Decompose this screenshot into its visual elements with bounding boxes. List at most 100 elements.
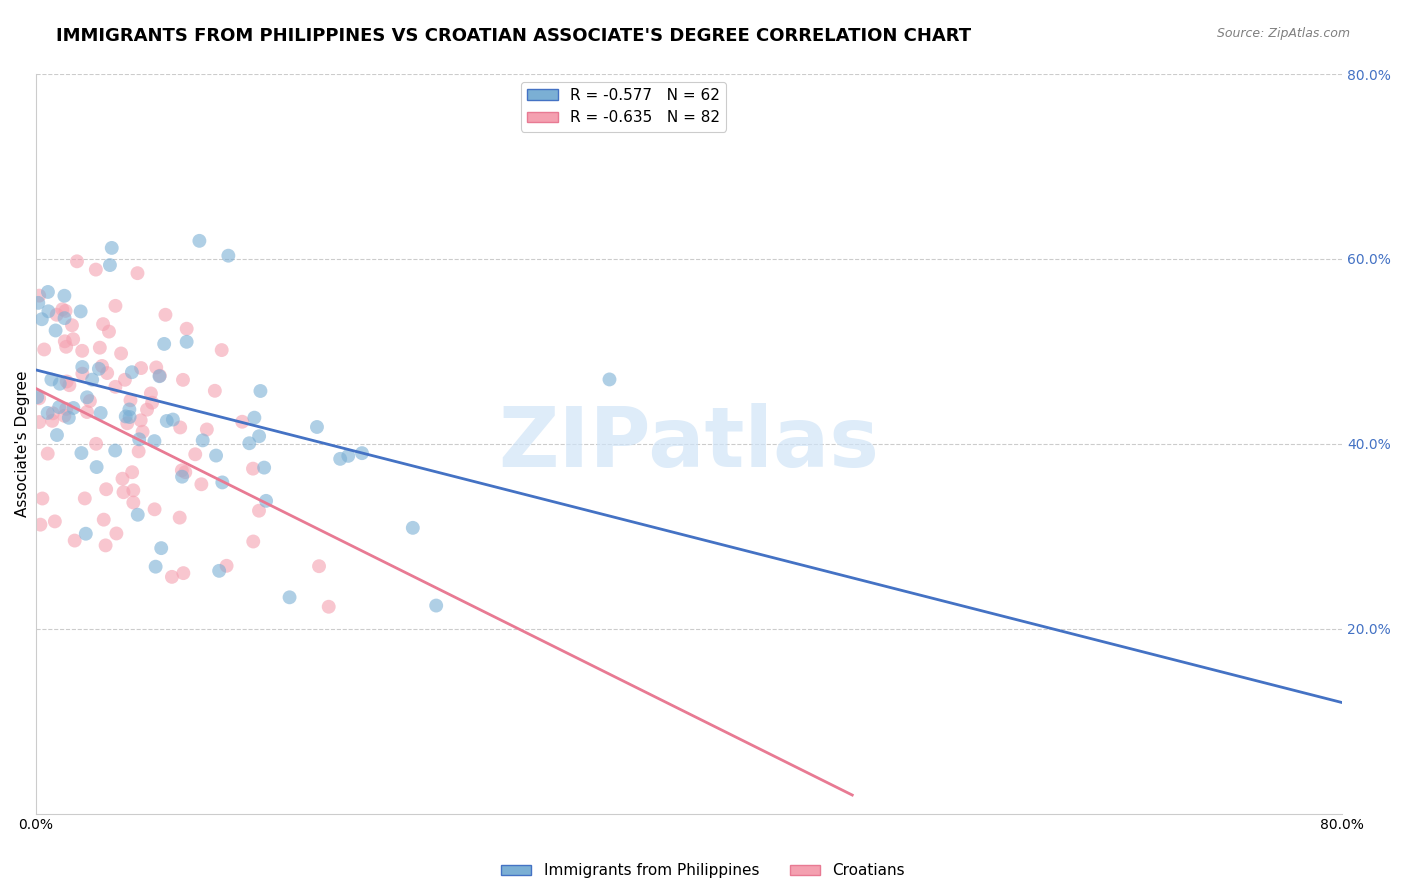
Point (247, 429, 270, 443)
Point (150, 541, 173, 555)
Point (127, 508, 149, 522)
Point (37, 406, 59, 420)
Point (118, 402, 141, 417)
Point (44, 515, 66, 529)
Point (149, 368, 172, 383)
Point (402, 521, 425, 535)
Point (131, 425, 153, 439)
Point (145, 559, 167, 574)
Y-axis label: Associate's Degree: Associate's Degree (15, 370, 30, 517)
Point (215, 558, 238, 573)
Point (42, 406, 65, 420)
Point (128, 444, 150, 458)
Point (51, 302, 73, 317)
Point (111, 472, 134, 486)
Point (217, 249, 239, 263)
Point (55, 375, 77, 389)
Point (148, 369, 170, 384)
Point (100, 241, 122, 255)
Point (45, 308, 67, 322)
Point (162, 412, 184, 426)
Point (143, 434, 166, 449)
Point (91, 317, 114, 331)
Point (28, 392, 51, 406)
Point (128, 433, 150, 447)
Point (53, 289, 76, 303)
Point (143, 502, 166, 516)
Text: ZIPatlas: ZIPatlas (498, 403, 879, 484)
Point (204, 384, 226, 398)
Point (254, 494, 277, 508)
Point (37, 285, 59, 299)
Legend: R = -0.577   N = 62, R = -0.635   N = 82: R = -0.577 N = 62, R = -0.635 N = 82 (522, 82, 725, 131)
Point (170, 463, 193, 477)
Point (174, 465, 197, 479)
Point (41, 414, 63, 428)
Point (37, 304, 59, 318)
Point (127, 266, 149, 280)
Point (170, 469, 193, 483)
Point (72, 359, 94, 374)
Point (211, 343, 233, 357)
Point (238, 436, 260, 450)
Point (30, 517, 52, 532)
Text: IMMIGRANTS FROM PHILIPPINES VS CROATIAN ASSOCIATE'S DEGREE CORRELATION CHART: IMMIGRANTS FROM PHILIPPINES VS CROATIAN … (56, 27, 972, 45)
Point (32, 343, 55, 357)
Point (172, 566, 194, 581)
Point (249, 384, 271, 398)
Point (195, 422, 218, 436)
Point (211, 475, 233, 490)
Point (129, 361, 152, 376)
Point (66, 254, 89, 268)
Point (86, 460, 108, 475)
Point (25, 390, 48, 404)
Point (93, 513, 115, 527)
Point (79, 394, 101, 409)
Point (96, 366, 118, 380)
Point (49, 376, 72, 391)
Point (155, 308, 177, 322)
Point (114, 373, 136, 387)
Point (242, 461, 264, 475)
Point (31, 312, 53, 326)
Point (105, 526, 128, 541)
Point (122, 495, 145, 509)
Point (63, 533, 86, 548)
Point (37, 447, 59, 461)
Point (153, 337, 176, 351)
Point (70, 343, 93, 358)
Point (45, 323, 67, 337)
Point (172, 373, 194, 387)
Point (110, 346, 132, 360)
Point (305, 420, 328, 434)
Point (55, 401, 77, 416)
Point (242, 534, 264, 549)
Point (598, 372, 620, 386)
Point (55, 340, 77, 354)
Point (73, 491, 96, 506)
Point (90, 406, 112, 420)
Point (48, 400, 70, 414)
Point (70, 446, 93, 460)
Point (87, 362, 110, 376)
Point (329, 451, 352, 466)
Point (84, 262, 107, 277)
Point (231, 415, 253, 429)
Point (176, 322, 198, 336)
Point (136, 402, 159, 417)
Point (243, 410, 266, 425)
Point (114, 409, 136, 424)
Point (176, 334, 198, 349)
Point (145, 360, 167, 375)
Point (188, 234, 211, 248)
Point (205, 449, 228, 463)
Point (122, 483, 145, 498)
Point (191, 434, 214, 448)
Point (76, 405, 98, 419)
Point (62, 401, 84, 415)
Point (28, 415, 51, 429)
Point (41, 373, 63, 387)
Text: Source: ZipAtlas.com: Source: ZipAtlas.com (1216, 27, 1350, 40)
Point (69, 304, 91, 318)
Point (156, 414, 179, 428)
